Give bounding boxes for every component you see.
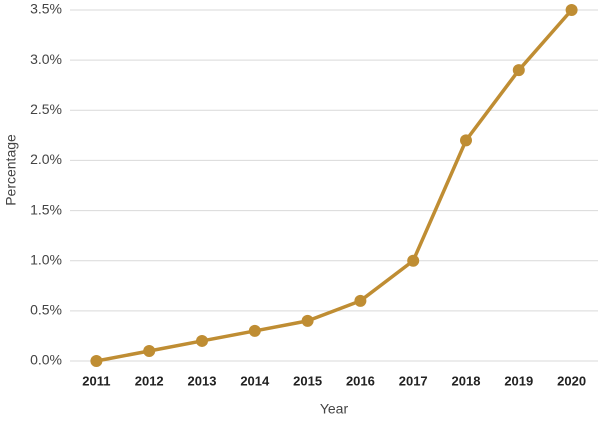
y-tick-label: 0.0%	[30, 352, 62, 368]
y-tick-label: 1.5%	[30, 201, 62, 217]
y-tick-label: 3.0%	[30, 51, 62, 67]
x-tick-label: 2013	[188, 373, 217, 388]
x-tick-label: 2012	[135, 373, 164, 388]
line	[96, 8, 573, 363]
point	[143, 344, 156, 357]
y-tick-label: 0.5%	[30, 302, 62, 318]
y-tick-label: 1.0%	[30, 251, 62, 267]
x-tick-label: 2015	[293, 373, 322, 388]
x-tick-label: 2019	[504, 373, 533, 388]
y-tick-label: 3.5%	[30, 1, 62, 17]
point	[407, 254, 420, 267]
x-axis-title: Year	[320, 401, 349, 417]
y-axis-title: Percentage	[3, 134, 19, 206]
point	[301, 314, 314, 327]
point	[512, 64, 525, 77]
y-tick-label: 2.5%	[30, 101, 62, 117]
point	[460, 134, 472, 147]
x-tick-label: 2016	[346, 373, 375, 388]
y-tick-label: 2.0%	[30, 151, 62, 167]
x-tick-label: 2017	[399, 373, 428, 388]
x-tick-label: 2011	[82, 373, 110, 388]
x-tick-label: 2020	[557, 373, 586, 388]
point	[196, 334, 208, 347]
point	[90, 355, 103, 367]
point	[248, 324, 261, 337]
point	[354, 294, 367, 307]
x-tick-label: 2018	[452, 373, 481, 388]
point	[565, 4, 578, 16]
x-tick-label: 2014	[240, 373, 270, 388]
